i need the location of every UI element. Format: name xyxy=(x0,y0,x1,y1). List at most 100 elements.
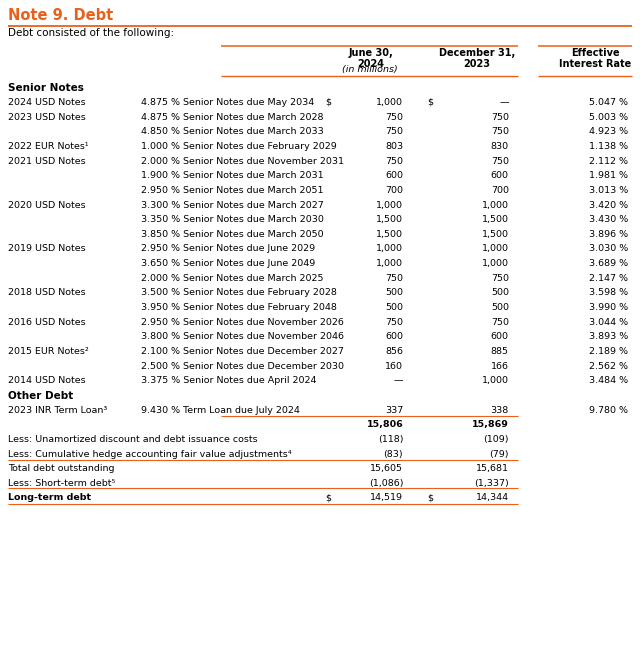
Text: 2.950 % Senior Notes due March 2051: 2.950 % Senior Notes due March 2051 xyxy=(141,186,323,195)
Text: 500: 500 xyxy=(385,288,403,298)
Text: 1,500: 1,500 xyxy=(376,230,403,239)
Text: 2.500 % Senior Notes due December 2030: 2.500 % Senior Notes due December 2030 xyxy=(141,361,344,370)
Text: 830: 830 xyxy=(491,142,509,151)
Text: (in millions): (in millions) xyxy=(342,65,397,74)
Text: (79): (79) xyxy=(490,449,509,458)
Text: 4.875 % Senior Notes due May 2034: 4.875 % Senior Notes due May 2034 xyxy=(141,98,314,107)
Text: 2024 USD Notes: 2024 USD Notes xyxy=(8,98,85,107)
Text: June 30,
2024: June 30, 2024 xyxy=(349,48,394,69)
Text: 856: 856 xyxy=(385,347,403,356)
Text: Less: Short-term debt⁵: Less: Short-term debt⁵ xyxy=(8,478,115,488)
Text: Debt consisted of the following:: Debt consisted of the following: xyxy=(8,28,174,38)
Text: 1,000: 1,000 xyxy=(376,98,403,107)
Text: (109): (109) xyxy=(483,435,509,444)
Text: 3.420 %: 3.420 % xyxy=(589,201,628,210)
Text: 3.300 % Senior Notes due March 2027: 3.300 % Senior Notes due March 2027 xyxy=(141,201,324,210)
Text: 803: 803 xyxy=(385,142,403,151)
Text: 2.189 %: 2.189 % xyxy=(589,347,628,356)
Text: 3.689 %: 3.689 % xyxy=(589,259,628,268)
Text: 337: 337 xyxy=(385,406,403,415)
Text: 2.950 % Senior Notes due June 2029: 2.950 % Senior Notes due June 2029 xyxy=(141,244,315,253)
Text: (1,337): (1,337) xyxy=(474,478,509,488)
Text: 15,806: 15,806 xyxy=(367,420,403,429)
Text: 15,681: 15,681 xyxy=(476,464,509,473)
Text: $: $ xyxy=(428,98,433,107)
Text: 1.981 %: 1.981 % xyxy=(589,171,628,180)
Text: 2.000 % Senior Notes due March 2025: 2.000 % Senior Notes due March 2025 xyxy=(141,273,323,283)
Text: —: — xyxy=(499,98,509,107)
Text: 9.780 %: 9.780 % xyxy=(589,406,628,415)
Text: 4.875 % Senior Notes due March 2028: 4.875 % Senior Notes due March 2028 xyxy=(141,113,323,122)
Text: 3.850 % Senior Notes due March 2050: 3.850 % Senior Notes due March 2050 xyxy=(141,230,323,239)
Text: 3.030 %: 3.030 % xyxy=(589,244,628,253)
Text: 700: 700 xyxy=(491,186,509,195)
Text: 338: 338 xyxy=(490,406,509,415)
Text: December 31,
2023: December 31, 2023 xyxy=(438,48,515,69)
Text: 750: 750 xyxy=(491,113,509,122)
Text: 500: 500 xyxy=(491,303,509,312)
Text: (118): (118) xyxy=(378,435,403,444)
Text: 3.350 % Senior Notes due March 2030: 3.350 % Senior Notes due March 2030 xyxy=(141,215,324,224)
Text: 500: 500 xyxy=(491,288,509,298)
Text: 600: 600 xyxy=(385,332,403,341)
Text: 3.598 %: 3.598 % xyxy=(589,288,628,298)
Text: 14,519: 14,519 xyxy=(370,493,403,503)
Text: 2014 USD Notes: 2014 USD Notes xyxy=(8,376,85,385)
Text: 5.047 %: 5.047 % xyxy=(589,98,628,107)
Text: 2.950 % Senior Notes due November 2026: 2.950 % Senior Notes due November 2026 xyxy=(141,318,344,327)
Text: (83): (83) xyxy=(383,449,403,458)
Text: 2023 INR Term Loan³: 2023 INR Term Loan³ xyxy=(8,406,107,415)
Text: 3.896 %: 3.896 % xyxy=(589,230,628,239)
Text: 750: 750 xyxy=(385,128,403,136)
Text: Less: Unamortized discount and debt issuance costs: Less: Unamortized discount and debt issu… xyxy=(8,435,257,444)
Text: 166: 166 xyxy=(491,361,509,370)
Text: 2016 USD Notes: 2016 USD Notes xyxy=(8,318,85,327)
Text: 2.100 % Senior Notes due December 2027: 2.100 % Senior Notes due December 2027 xyxy=(141,347,344,356)
Text: 3.990 %: 3.990 % xyxy=(589,303,628,312)
Text: Other Debt: Other Debt xyxy=(8,391,73,401)
Text: 1,000: 1,000 xyxy=(482,244,509,253)
Text: —: — xyxy=(394,376,403,385)
Text: 1,000: 1,000 xyxy=(376,201,403,210)
Text: 3.650 % Senior Notes due June 2049: 3.650 % Senior Notes due June 2049 xyxy=(141,259,315,268)
Text: 5.003 %: 5.003 % xyxy=(589,113,628,122)
Text: 1,000: 1,000 xyxy=(376,259,403,268)
Text: 2022 EUR Notes¹: 2022 EUR Notes¹ xyxy=(8,142,88,151)
Text: 750: 750 xyxy=(385,113,403,122)
Text: Senior Notes: Senior Notes xyxy=(8,83,84,93)
Text: 2.147 %: 2.147 % xyxy=(589,273,628,283)
Text: 4.850 % Senior Notes due March 2033: 4.850 % Senior Notes due March 2033 xyxy=(141,128,324,136)
Text: Effective
Interest Rate: Effective Interest Rate xyxy=(559,48,631,69)
Text: 2021 USD Notes: 2021 USD Notes xyxy=(8,156,85,165)
Text: $: $ xyxy=(325,98,331,107)
Text: 1,000: 1,000 xyxy=(482,259,509,268)
Text: 750: 750 xyxy=(491,128,509,136)
Text: 1.900 % Senior Notes due March 2031: 1.900 % Senior Notes due March 2031 xyxy=(141,171,323,180)
Text: 3.800 % Senior Notes due November 2046: 3.800 % Senior Notes due November 2046 xyxy=(141,332,344,341)
Text: 1.138 %: 1.138 % xyxy=(589,142,628,151)
Text: Long-term debt: Long-term debt xyxy=(8,493,91,503)
Text: 14,344: 14,344 xyxy=(476,493,509,503)
Text: 2020 USD Notes: 2020 USD Notes xyxy=(8,201,85,210)
Text: 3.044 %: 3.044 % xyxy=(589,318,628,327)
Text: 700: 700 xyxy=(385,186,403,195)
Text: Note 9. Debt: Note 9. Debt xyxy=(8,8,113,23)
Text: 15,605: 15,605 xyxy=(370,464,403,473)
Text: 2015 EUR Notes²: 2015 EUR Notes² xyxy=(8,347,88,356)
Text: 3.484 %: 3.484 % xyxy=(589,376,628,385)
Text: 1,500: 1,500 xyxy=(376,215,403,224)
Text: 3.013 %: 3.013 % xyxy=(589,186,628,195)
Text: 1,000: 1,000 xyxy=(482,376,509,385)
Text: 750: 750 xyxy=(385,273,403,283)
Text: Total debt outstanding: Total debt outstanding xyxy=(8,464,114,473)
Text: 2.000 % Senior Notes due November 2031: 2.000 % Senior Notes due November 2031 xyxy=(141,156,344,165)
Text: 1,000: 1,000 xyxy=(482,201,509,210)
Text: 15,869: 15,869 xyxy=(472,420,509,429)
Text: (1,086): (1,086) xyxy=(369,478,403,488)
Text: $: $ xyxy=(325,493,331,503)
Text: 600: 600 xyxy=(385,171,403,180)
Text: 9.430 % Term Loan due July 2024: 9.430 % Term Loan due July 2024 xyxy=(141,406,300,415)
Text: 600: 600 xyxy=(491,332,509,341)
Text: 2.562 %: 2.562 % xyxy=(589,361,628,370)
Text: 885: 885 xyxy=(491,347,509,356)
